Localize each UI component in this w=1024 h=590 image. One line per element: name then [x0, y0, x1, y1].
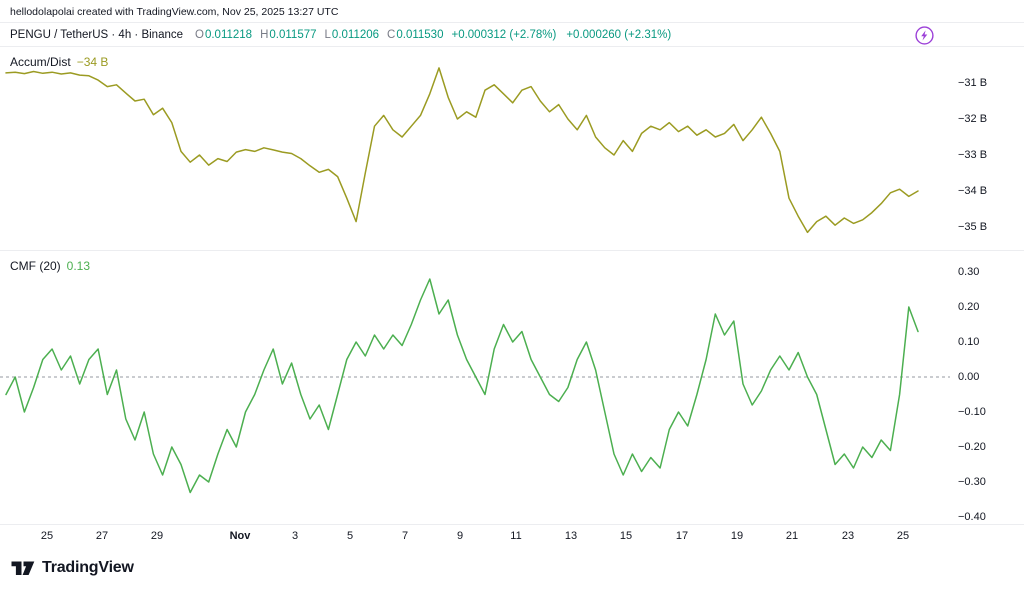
y-axis-label: −31 B	[958, 77, 988, 89]
y-axis-label: −35 B	[958, 221, 988, 233]
low-value: 0.011206	[331, 28, 380, 41]
x-axis-label: 29	[150, 530, 164, 542]
y-axis-label: 0.20	[958, 301, 980, 313]
y-axis-label: −33 B	[958, 149, 988, 161]
y-axis-label: −0.20	[958, 441, 986, 453]
high-value: 0.011577	[269, 28, 317, 41]
y-axis-label: −0.40	[958, 511, 986, 523]
x-axis-label: 23	[841, 530, 855, 542]
y-axis-label: −34 B	[958, 185, 988, 197]
y-axis-label: −32 B	[958, 113, 988, 125]
change-24h-value: +0.000260 (+2.31%)	[566, 28, 672, 41]
tradingview-wordmark: TradingView	[42, 559, 134, 576]
cmf-pane[interactable]: 0.30 0.20 0.10 0.00 −0.10 −0.20 −0.30 −0.40 CMF…	[0, 251, 1024, 524]
symbol-title[interactable]: PENGU / TetherUS · 4h · Binance	[10, 28, 183, 41]
x-axis-label: 27	[95, 530, 109, 542]
accum-dist-plot[interactable]	[0, 47, 950, 250]
x-axis-label: 25	[896, 530, 910, 542]
indicator-value: −34 B	[76, 55, 109, 69]
x-axis-label: 25	[40, 530, 54, 542]
accum-dist-legend: Accum/Dist −34 B	[10, 55, 108, 69]
close-label: C	[387, 28, 396, 41]
change-value: +0.000312 (+2.78%)	[451, 28, 557, 41]
chart-panes: −31 B −32 B −33 B −34 B −35 B Accum/Dist −34…	[0, 47, 1024, 546]
ohlc-open: O0.011218	[195, 29, 252, 41]
accum-dist-pane[interactable]: −31 B −32 B −33 B −34 B −35 B Accum/Dist −34…	[0, 47, 1024, 251]
indicator-title: Accum/Dist	[10, 55, 71, 69]
x-axis-label: 13	[564, 530, 578, 542]
ohlc-high: H0.011577	[260, 29, 316, 41]
y-axis-label: −0.30	[958, 476, 986, 488]
attribution-text: hellodolapolai created with TradingView.…	[10, 6, 339, 18]
y-axis-label: 0.00	[958, 371, 980, 383]
cmf-line	[5, 278, 919, 494]
boost-flash-icon	[914, 25, 934, 45]
x-axis-label: 19	[730, 530, 744, 542]
y-axis-label: −0.10	[958, 406, 986, 418]
x-axis-label: 17	[675, 530, 689, 542]
indicator-title: CMF (20)	[10, 259, 61, 273]
y-axis-label: 0.10	[958, 336, 980, 348]
y-axis-label: 0.30	[958, 266, 980, 278]
boost-flash-button[interactable]	[914, 25, 934, 45]
accum-dist-line	[5, 67, 919, 234]
x-axis-label: 7	[401, 530, 409, 542]
ohlc-low: L0.011206	[325, 29, 380, 41]
price-axis-accum-dist[interactable]: −31 B −32 B −33 B −34 B −35 B	[950, 47, 1024, 250]
x-axis-label: 15	[619, 530, 633, 542]
x-axis-label: 5	[346, 530, 354, 542]
cmf-legend: CMF (20) 0.13	[10, 259, 90, 273]
indicator-value: 0.13	[66, 259, 91, 273]
open-label: O	[195, 28, 204, 41]
low-label: L	[324, 28, 331, 41]
ohlc-close: C0.011530	[387, 29, 443, 41]
x-axis-label: 21	[785, 530, 799, 542]
x-axis-label: Nov	[229, 530, 251, 542]
open-value: 0.011218	[204, 28, 253, 41]
close-value: 0.011530	[396, 28, 444, 41]
time-axis[interactable]: 25 27 29 Nov 3 5 7 9 11 13 15 17 19 21 23 25	[0, 524, 1024, 546]
price-axis-cmf[interactable]: 0.30 0.20 0.10 0.00 −0.10 −0.20 −0.30 −0.40	[950, 251, 1024, 524]
x-axis-label: 3	[291, 530, 299, 542]
x-axis-label: 11	[510, 530, 522, 542]
x-axis-label: 9	[456, 530, 464, 542]
high-label: H	[260, 28, 269, 41]
cmf-plot[interactable]	[0, 251, 950, 524]
tradingview-logo-icon	[11, 561, 35, 575]
chart-header: PENGU / TetherUS · 4h · Binance O0.01121…	[0, 22, 1024, 47]
tradingview-branding[interactable]: TradingView	[0, 546, 1024, 590]
